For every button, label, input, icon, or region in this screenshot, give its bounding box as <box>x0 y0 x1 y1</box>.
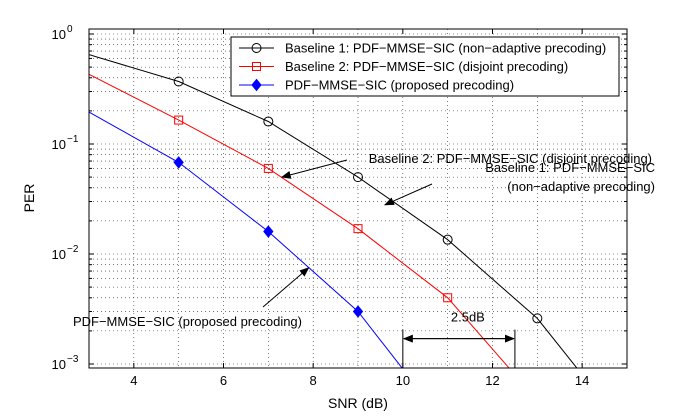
series-2-point <box>174 115 184 125</box>
y-tick-exponent: −3 <box>67 354 79 365</box>
y-tick-label: 10 <box>52 247 66 262</box>
x-tick-label: 12 <box>485 373 499 388</box>
series-2-point <box>263 163 273 173</box>
series-3 <box>89 111 403 368</box>
series-1-point <box>263 116 274 127</box>
annotations: Baseline 2: PDF−MMSE−SIC (disjoint preco… <box>73 151 655 368</box>
series-layer <box>89 54 578 368</box>
series-3-point <box>263 225 274 238</box>
legend-marker-2 <box>252 62 261 71</box>
y-tick-label: 10 <box>52 137 66 152</box>
series-1-point <box>532 313 543 324</box>
x-tick-label: 8 <box>310 373 317 388</box>
series-3-point <box>173 156 184 169</box>
annotation-b1-text: Baseline 1: PDF−MMSE−SIC <box>485 160 655 175</box>
series-3-point <box>352 305 364 318</box>
legend-marker-1 <box>251 43 262 53</box>
series-1 <box>89 54 578 368</box>
x-tick-label: 4 <box>130 373 137 388</box>
series-2-point <box>443 293 453 303</box>
series-1-point <box>353 172 363 183</box>
x-axis-label: SNR (dB) <box>328 395 388 411</box>
legend-box <box>230 36 620 97</box>
y-tick-exponent: −1 <box>67 134 79 145</box>
series-1-point <box>442 234 453 245</box>
y-tick-label: 10 <box>52 357 66 372</box>
legend: Baseline 1: PDF−MMSE−SIC (non−adaptive p… <box>230 36 620 97</box>
gap-label: 2.5dB <box>451 310 485 325</box>
annotation-b2-text: Baseline 2: PDF−MMSE−SIC (disjoint preco… <box>369 151 652 166</box>
y-tick-exponent: 0 <box>67 24 73 35</box>
annotation-prop-arrow <box>262 267 310 308</box>
series-2-line <box>89 73 510 368</box>
y-tick-label: 10 <box>52 27 66 42</box>
x-tick-label: 14 <box>575 373 589 388</box>
annotation-b1-text: (non−adaptive precoding) <box>507 179 655 194</box>
y-axis-label: PER <box>21 184 37 213</box>
annotation-b1-arrow <box>383 183 433 206</box>
series-2-point <box>353 224 363 234</box>
x-tick-label: 6 <box>220 373 227 388</box>
annotation-prop-text: PDF−MMSE−SIC (proposed precoding) <box>73 314 302 329</box>
x-tick-label: 10 <box>396 373 410 388</box>
y-tick-exponent: −2 <box>67 244 79 255</box>
series-2 <box>89 73 510 368</box>
series-1-point <box>173 76 184 87</box>
legend-label-2: Baseline 2: PDF−MMSE−SIC (disjoint preco… <box>285 59 568 74</box>
legend-label-3: PDF−MMSE−SIC (proposed precoding) <box>285 78 514 93</box>
annotation-b2-arrow <box>280 159 348 179</box>
legend-label-1: Baseline 1: PDF−MMSE−SIC (non−adaptive p… <box>285 41 606 56</box>
legend-marker-3 <box>251 78 262 92</box>
plot-frame <box>88 28 628 369</box>
series-1-line <box>89 54 578 368</box>
